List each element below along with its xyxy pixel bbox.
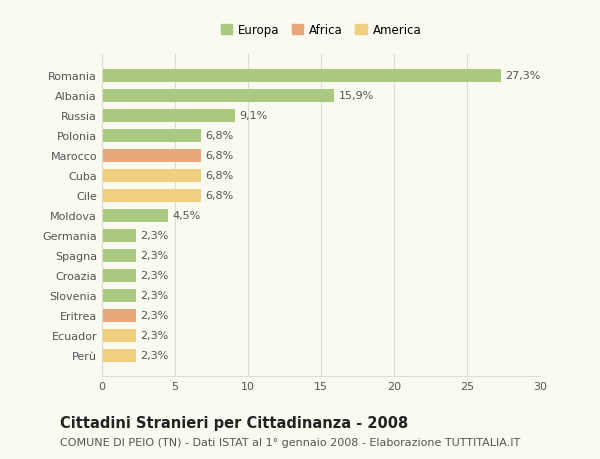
Text: 6,8%: 6,8% <box>206 191 234 201</box>
Bar <box>102 329 136 342</box>
Text: 6,8%: 6,8% <box>206 151 234 161</box>
Text: 6,8%: 6,8% <box>206 131 234 141</box>
Text: COMUNE DI PEIO (TN) - Dati ISTAT al 1° gennaio 2008 - Elaborazione TUTTITALIA.IT: COMUNE DI PEIO (TN) - Dati ISTAT al 1° g… <box>60 437 520 447</box>
Text: 9,1%: 9,1% <box>239 111 268 121</box>
Text: 2,3%: 2,3% <box>140 270 168 280</box>
Bar <box>102 90 334 102</box>
Text: 2,3%: 2,3% <box>140 350 168 360</box>
Text: 4,5%: 4,5% <box>172 211 200 221</box>
Text: 27,3%: 27,3% <box>505 71 541 81</box>
Text: Cittadini Stranieri per Cittadinanza - 2008: Cittadini Stranieri per Cittadinanza - 2… <box>60 415 408 431</box>
Bar <box>102 229 136 242</box>
Bar <box>102 70 500 83</box>
Text: 6,8%: 6,8% <box>206 171 234 181</box>
Bar <box>102 249 136 262</box>
Text: 2,3%: 2,3% <box>140 291 168 301</box>
Text: 2,3%: 2,3% <box>140 310 168 320</box>
Text: 2,3%: 2,3% <box>140 231 168 241</box>
Bar <box>102 309 136 322</box>
Text: 15,9%: 15,9% <box>338 91 374 101</box>
Text: 2,3%: 2,3% <box>140 330 168 340</box>
Bar <box>102 189 201 202</box>
Bar <box>102 349 136 362</box>
Text: 2,3%: 2,3% <box>140 251 168 261</box>
Bar <box>102 289 136 302</box>
Bar <box>102 209 168 222</box>
Bar <box>102 150 201 162</box>
Bar <box>102 129 201 142</box>
Bar <box>102 169 201 182</box>
Bar <box>102 110 235 123</box>
Bar <box>102 269 136 282</box>
Legend: Europa, Africa, America: Europa, Africa, America <box>216 19 426 42</box>
